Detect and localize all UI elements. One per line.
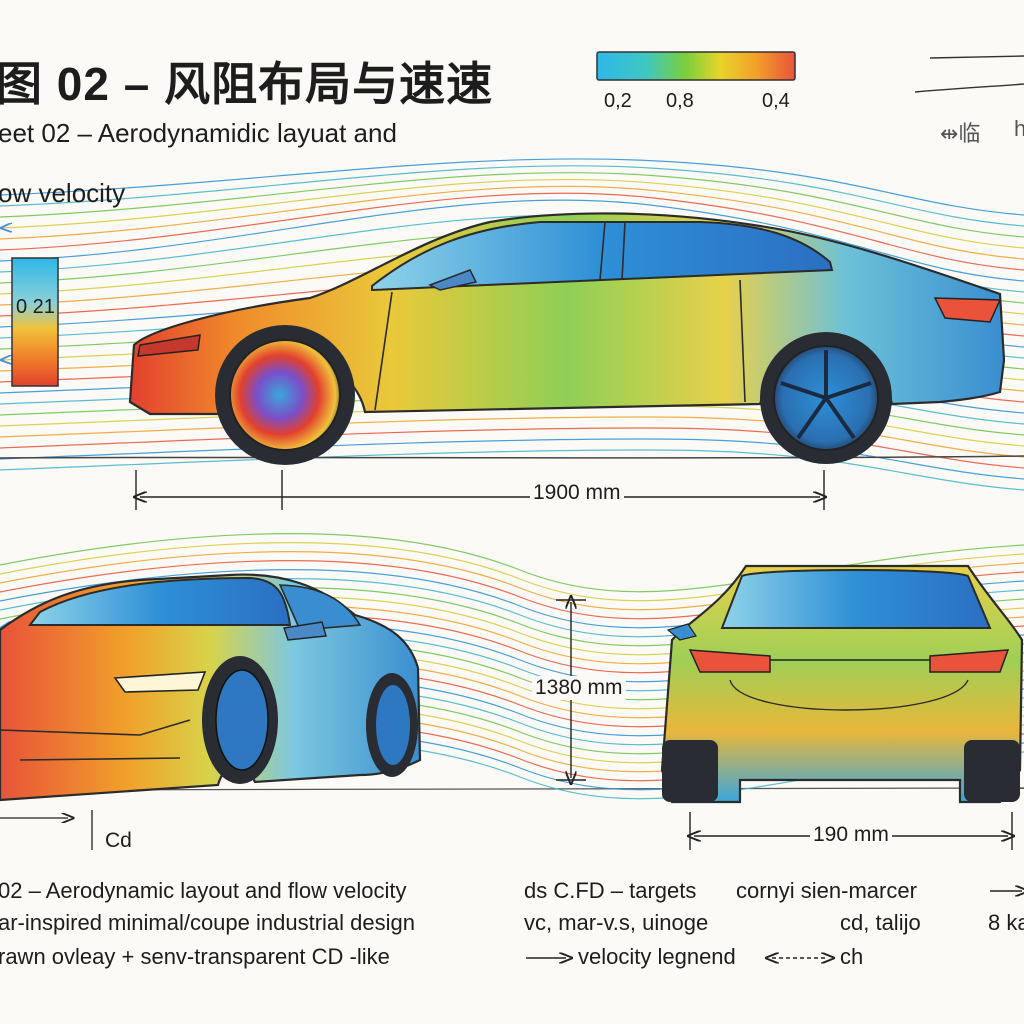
streamline [0, 192, 1024, 271]
corner-sketch-lines [914, 55, 1024, 93]
streamline [0, 172, 1024, 238]
front-bumper-lines [0, 719, 191, 761]
note-left-2: ar-inspired minimal/coupe industrial des… [0, 910, 415, 935]
door-lines [374, 221, 746, 411]
cd-label: Cd [102, 829, 135, 853]
height-label: 1380 mm [532, 676, 626, 700]
note-far-right: 8 ka [988, 910, 1024, 935]
note-mid-3: velocity legnend [578, 944, 736, 969]
side-legend-label: 0 21 [16, 296, 55, 318]
sheet-title-zh: 图 02 – 风阻布局与速速 [0, 58, 494, 110]
rear-taillight [933, 297, 1002, 323]
note-mid-1: ds C.FD – targets [524, 878, 697, 903]
streamline [0, 438, 1024, 480]
note-arrows [526, 891, 1022, 958]
note-mid-2: vc, mar-v.s, uinoge [524, 910, 709, 935]
streamline [0, 158, 1024, 216]
car-front-three-quarter-view [0, 573, 422, 802]
streamline [0, 165, 1024, 227]
front-side-window [278, 584, 362, 631]
streamline [0, 449, 1024, 491]
corner-mark-2: h [1014, 116, 1024, 141]
side-velocity-legend [11, 257, 59, 387]
car-rear-view [660, 564, 1024, 804]
streamline [0, 178, 1024, 249]
note-right-3: ch [840, 944, 864, 969]
streamline [0, 416, 1024, 458]
corner-mark-1: ⇹临 [940, 121, 981, 146]
cd-marker-lines [0, 810, 93, 850]
length-dimension [136, 470, 824, 510]
sheet-title-en: eet 02 – Aerodynamidic layuat and [0, 118, 397, 148]
side-mirror [428, 269, 478, 291]
streamline [0, 185, 1024, 260]
front-headlight [137, 334, 201, 357]
rear-rim-spokes [780, 350, 872, 440]
rear-taillights [688, 649, 1010, 673]
rear-left-tire [662, 740, 718, 802]
note-left-3: rawn ovleay + senv-transparent CD -like [0, 944, 390, 969]
sheet-subtitle: ow velocity [0, 178, 126, 208]
scale-label-high: 0,4 [762, 90, 790, 112]
streamline [0, 199, 1024, 282]
streamline [0, 427, 1024, 469]
rear-left-rim [376, 685, 410, 765]
scale-label-low: 0,2 [604, 90, 632, 112]
note-right-2: cd, talijo [840, 910, 921, 935]
note-left-1: 02 – Aerodynamic layout and flow velocit… [0, 878, 407, 903]
rear-mirror [666, 623, 697, 641]
car-side-view [128, 212, 1006, 465]
front-mirror [283, 621, 327, 641]
scale-label-mid: 0,8 [666, 90, 694, 112]
rear-window [720, 569, 992, 629]
ground-line-side [0, 455, 1024, 459]
width-label: 190 mm [810, 823, 892, 847]
front-rim [229, 339, 341, 451]
velocity-scale-bar [596, 51, 796, 81]
windshield [27, 576, 292, 626]
front-headlight-strip [113, 671, 207, 693]
rear-right-tire [964, 740, 1020, 802]
front-left-rim [215, 669, 269, 771]
length-label: 1900 mm [530, 481, 624, 505]
trunk-line [729, 679, 969, 711]
note-right-1: cornyi sien-marcer [736, 878, 917, 903]
